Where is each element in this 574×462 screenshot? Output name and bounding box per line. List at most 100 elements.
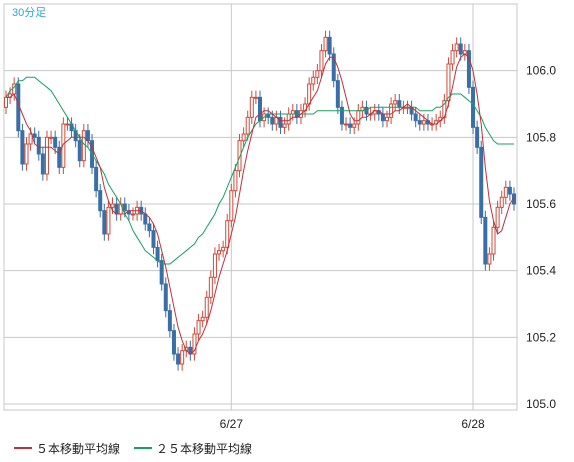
candle — [487, 247, 492, 271]
candle-body — [221, 246, 226, 252]
candle-body — [200, 316, 205, 322]
candle-body — [233, 170, 238, 192]
candle-body — [503, 186, 508, 198]
candle — [151, 224, 156, 254]
candle-body — [249, 96, 254, 118]
candle — [319, 44, 324, 78]
candle — [475, 120, 480, 154]
candle — [221, 240, 226, 258]
candles — [4, 30, 516, 371]
x-tick-label-0: 6/27 — [220, 417, 244, 431]
candle-body — [327, 36, 332, 55]
candle — [335, 74, 340, 114]
candle — [241, 127, 246, 148]
candle — [44, 130, 49, 181]
candle — [323, 30, 328, 58]
candle-body — [176, 353, 181, 365]
candle — [200, 310, 205, 328]
candle-body — [454, 43, 459, 52]
candle — [389, 97, 394, 124]
candle — [217, 244, 222, 261]
candle-body — [65, 123, 70, 126]
legend-swatch-ma5 — [14, 447, 32, 449]
candle-body — [458, 43, 463, 55]
candle — [229, 184, 234, 228]
candle — [495, 200, 500, 234]
candle-body — [413, 113, 418, 122]
candle — [131, 207, 135, 221]
candle — [180, 344, 185, 371]
candle-body — [167, 310, 172, 332]
candle — [65, 117, 70, 131]
ma5-line — [6, 53, 515, 355]
candle-body — [479, 146, 484, 218]
candle-body — [348, 123, 353, 128]
candle-body — [319, 50, 324, 72]
candle-body — [225, 220, 230, 248]
candle-body — [151, 230, 156, 248]
candle-body — [475, 126, 480, 148]
candle-body — [217, 250, 222, 255]
candle-body — [335, 80, 340, 108]
candle — [208, 270, 213, 304]
candle — [393, 94, 398, 111]
candle-body — [315, 70, 320, 78]
candle-body — [196, 320, 201, 335]
candle — [94, 160, 99, 198]
candle-body — [4, 96, 8, 108]
candle — [61, 117, 66, 174]
candle — [159, 254, 164, 291]
legend: ５本移動平均線 ２５本移動平均線 — [14, 438, 266, 458]
candle — [339, 100, 344, 131]
candle-body — [487, 253, 492, 265]
candle-body — [147, 223, 152, 232]
candle-body — [278, 116, 283, 128]
candle-body — [483, 216, 488, 265]
candle — [503, 180, 508, 204]
candle — [98, 184, 103, 218]
candle-body — [110, 203, 115, 208]
candle-body — [307, 83, 312, 105]
candle — [212, 247, 217, 284]
candle-body — [323, 36, 328, 52]
candle-body — [446, 63, 451, 102]
candle-body — [253, 96, 258, 99]
legend-item-ma5: ５本移動平均線 — [14, 440, 120, 457]
candle-body — [385, 116, 389, 122]
candle-body — [311, 76, 316, 85]
candle-body — [32, 133, 37, 138]
candle-body — [507, 186, 512, 195]
candle — [249, 90, 254, 124]
candle — [106, 200, 111, 241]
candle — [331, 47, 336, 88]
candle-body — [81, 130, 86, 162]
candle — [253, 90, 258, 104]
candle-body — [471, 86, 476, 128]
candle — [471, 80, 476, 134]
candle-body — [258, 96, 262, 122]
candle-body — [171, 330, 176, 355]
candle — [171, 324, 176, 361]
candle-body — [57, 146, 62, 168]
candle-body — [393, 100, 398, 105]
candle-body — [163, 283, 168, 312]
candle-body — [102, 210, 107, 235]
candle — [196, 314, 201, 341]
candle-body — [122, 203, 127, 212]
candle-body — [85, 130, 90, 142]
candle — [81, 124, 86, 168]
candle-body — [155, 246, 160, 262]
candle-body — [245, 116, 250, 135]
legend-item-ma25: ２５本移動平均線 — [134, 440, 252, 457]
candle-body — [237, 140, 242, 172]
candle-body — [495, 206, 500, 228]
candle — [24, 137, 29, 171]
candle-body — [159, 260, 164, 285]
candle — [245, 110, 250, 141]
candle-body — [40, 153, 45, 175]
candle — [417, 114, 422, 131]
candle-body — [352, 123, 357, 128]
candle — [446, 57, 451, 108]
x-tick-label-1: 6/28 — [461, 417, 485, 431]
